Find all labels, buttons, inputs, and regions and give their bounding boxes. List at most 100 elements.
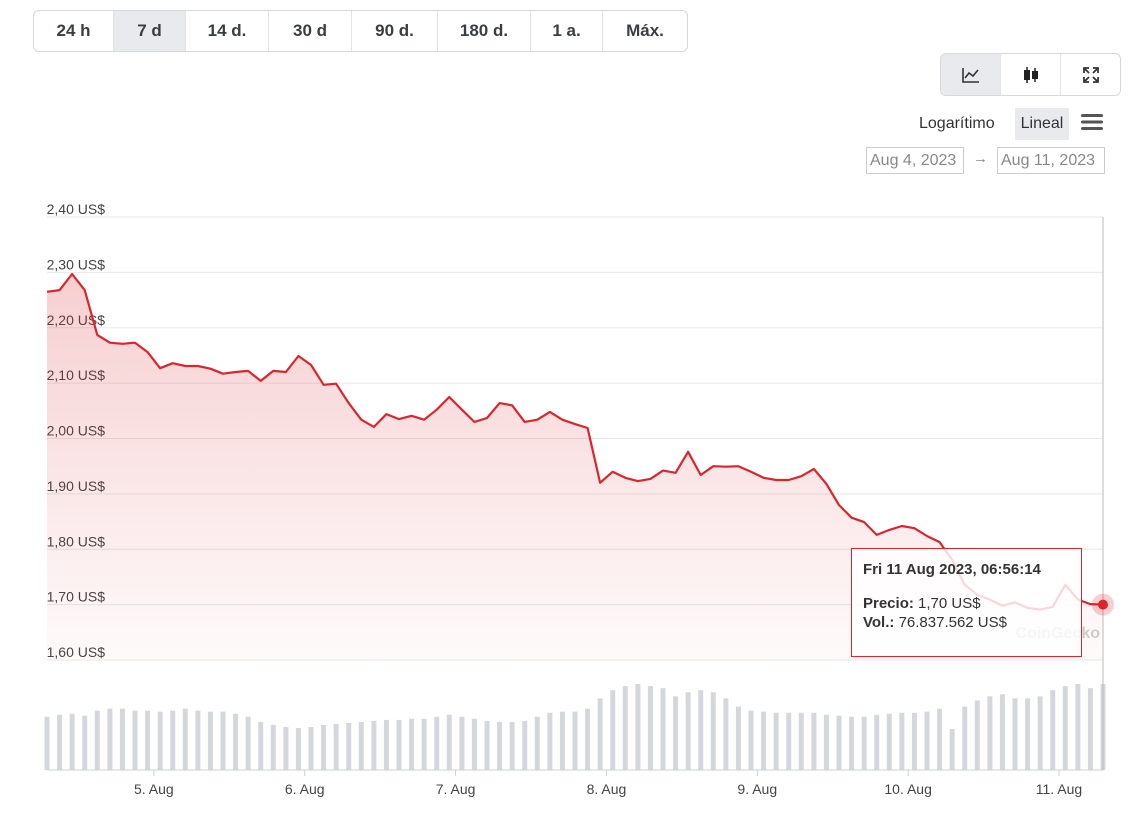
- volume-bar: [358, 721, 364, 770]
- range-button[interactable]: Máx.: [626, 21, 664, 40]
- volume-bar: [119, 708, 125, 770]
- volume-bar: [421, 718, 427, 770]
- volume-bar: [409, 718, 415, 770]
- volume-bar: [396, 719, 402, 770]
- x-tick-label: 10. Aug: [884, 781, 932, 797]
- volume-bar: [786, 712, 792, 770]
- volume-bar: [44, 716, 50, 770]
- volume-bar: [157, 711, 163, 770]
- volume-bar: [572, 711, 578, 770]
- range-button[interactable]: 7 d: [114, 11, 186, 51]
- volume-bar: [874, 714, 880, 770]
- volume-bar: [258, 721, 264, 770]
- volume-bar: [497, 721, 503, 770]
- volume-bar: [107, 708, 113, 770]
- line-icon: [961, 67, 979, 83]
- scale-option[interactable]: Logarítimo: [919, 115, 995, 132]
- x-tick-label: 6. Aug: [285, 781, 325, 797]
- volume-bar: [773, 712, 779, 770]
- menu-icon[interactable]: [1081, 113, 1103, 131]
- volume-bar: [1050, 690, 1056, 770]
- y-tick-label: 2,30 US$: [47, 256, 106, 272]
- volume-bar: [82, 715, 88, 770]
- volume-bar: [283, 727, 289, 770]
- volume-bar: [823, 714, 829, 770]
- x-tick-label: 5. Aug: [134, 781, 174, 797]
- volume-bar: [999, 694, 1005, 770]
- range-button[interactable]: 90 d.: [352, 11, 438, 51]
- tooltip-volume-label: Vol.:: [863, 614, 895, 631]
- tooltip-price: 1,70 US$: [918, 595, 981, 612]
- volume-bar: [220, 711, 226, 770]
- tooltip-price-label: Precio:: [863, 595, 914, 612]
- volume-bar: [132, 710, 138, 770]
- range-button[interactable]: 30 d: [269, 11, 352, 51]
- price-area: [47, 274, 1103, 660]
- volume-bar: [471, 718, 477, 770]
- volume-bar: [446, 714, 452, 770]
- date-from[interactable]: Aug 4, 2023: [866, 147, 964, 174]
- volume-bar: [383, 719, 389, 770]
- line-chart-button[interactable]: [941, 54, 1001, 95]
- tooltip-title: Fri 11 Aug 2023, 06:56:14: [863, 561, 1041, 578]
- x-tick-label: 9. Aug: [737, 781, 777, 797]
- volume-bar: [597, 698, 603, 770]
- tooltip: Fri 11 Aug 2023, 06:56:14 Precio: 1,70 U…: [851, 548, 1082, 657]
- volume-bar: [911, 712, 917, 770]
- volume-bar: [987, 696, 993, 770]
- candlestick-button[interactable]: [1001, 54, 1061, 95]
- volume-bar: [245, 716, 251, 770]
- volume-bar: [685, 692, 691, 770]
- volume-bar: [647, 686, 653, 770]
- y-tick-label: 2,40 US$: [47, 201, 106, 217]
- volume-bar: [371, 720, 377, 770]
- volume-bar: [1025, 698, 1031, 770]
- range-button[interactable]: 180 d.: [438, 11, 531, 51]
- x-tick-label: 8. Aug: [587, 781, 627, 797]
- volume-bar: [145, 710, 151, 770]
- volume-bar: [585, 708, 591, 770]
- volume-bar: [962, 706, 968, 770]
- hover-point: [1098, 599, 1108, 610]
- range-button[interactable]: 1 a.: [531, 11, 603, 51]
- volume-bar: [748, 710, 754, 770]
- volume-bar: [836, 715, 842, 770]
- date-to[interactable]: Aug 11, 2023: [997, 147, 1105, 174]
- tooltip-volume-row: Vol.: 76.837.562 US$: [863, 614, 1070, 631]
- volume-bar: [270, 724, 276, 770]
- volume-bar: [94, 710, 100, 770]
- range-button[interactable]: 14 d.: [186, 11, 269, 51]
- volume-bar: [1012, 698, 1018, 770]
- volume-bar: [195, 710, 201, 770]
- volume-bar: [811, 712, 817, 770]
- volume-bar: [610, 690, 616, 770]
- volume-bar: [660, 688, 666, 770]
- fullscreen-button[interactable]: [1061, 54, 1120, 95]
- volume-bar: [710, 692, 716, 770]
- volume-bar: [346, 722, 352, 770]
- x-tick-label: 11. Aug: [1036, 781, 1082, 797]
- volume-bar: [1037, 696, 1043, 770]
- tooltip-price-row: Precio: 1,70 US$: [863, 595, 1070, 612]
- tooltip-volume: 76.837.562 US$: [898, 614, 1007, 631]
- date-arrow: →: [973, 150, 988, 167]
- volume-bar: [333, 723, 339, 770]
- volume-bar: [949, 729, 955, 770]
- volume-bar: [974, 700, 980, 770]
- volume-bar: [69, 713, 75, 770]
- expand-icon: [1082, 66, 1099, 83]
- volume-bar: [1062, 686, 1068, 770]
- volume-bar: [308, 727, 314, 770]
- volume-bar: [207, 711, 213, 770]
- range-button[interactable]: 24 h: [34, 11, 114, 51]
- volume-bar: [295, 728, 301, 770]
- x-tick-label: 7. Aug: [436, 781, 476, 797]
- volume-bar: [723, 698, 729, 770]
- volume-bar: [509, 721, 515, 770]
- volume-bar: [886, 713, 892, 770]
- volume-bar: [559, 711, 565, 770]
- scale-option[interactable]: Lineal: [1015, 108, 1069, 140]
- candle-icon: [1023, 66, 1038, 83]
